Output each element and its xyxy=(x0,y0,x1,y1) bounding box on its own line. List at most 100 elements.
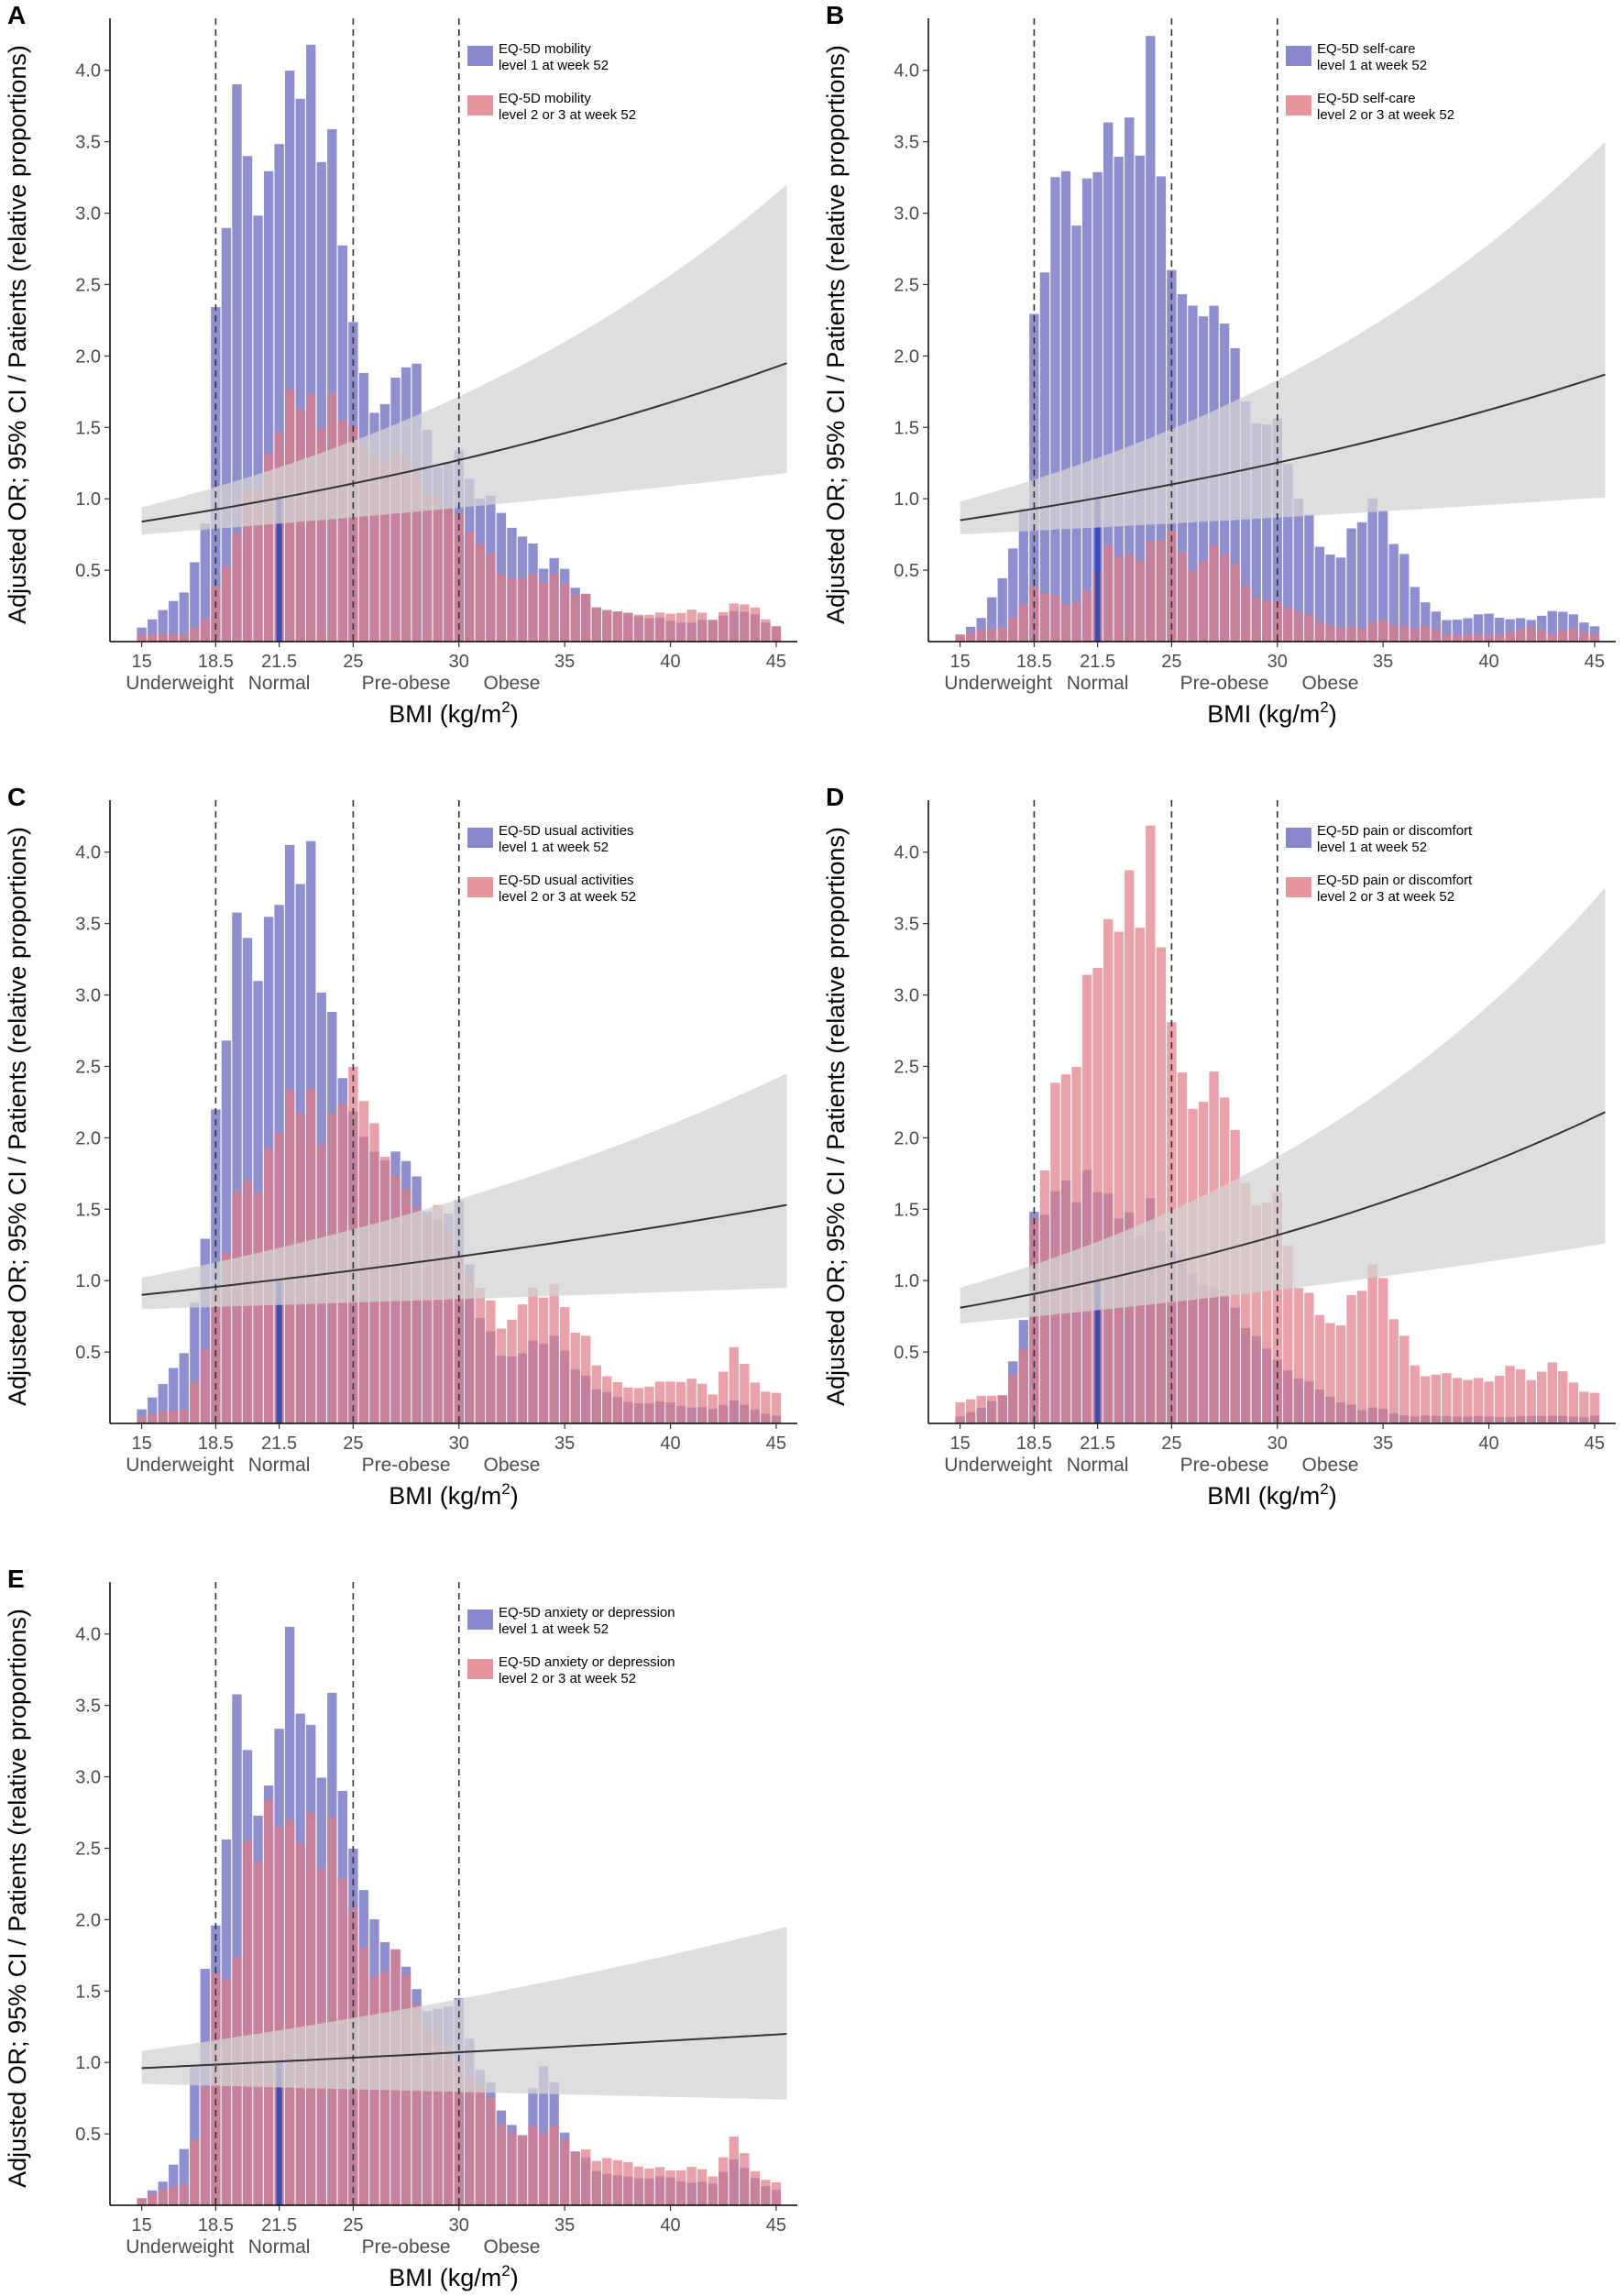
bar-level23 xyxy=(633,1388,644,1423)
bar-level23 xyxy=(390,449,401,642)
x-tick-label: 21.5 xyxy=(261,2215,297,2236)
bar-level1 xyxy=(232,1694,242,2205)
bar-level23 xyxy=(507,577,517,642)
bar-level23 xyxy=(295,1843,305,2205)
x-axis-label: BMI (kg/m2) xyxy=(389,2262,518,2291)
bmi-category-label: Normal xyxy=(248,673,311,694)
x-tick-label: 40 xyxy=(1478,1434,1498,1454)
bar-level23 xyxy=(1515,629,1526,642)
bar-level23 xyxy=(221,1979,232,2205)
legend-level1-line2: level 1 at week 52 xyxy=(1317,58,1427,73)
bar-level1 xyxy=(1240,401,1251,642)
bar-level1 xyxy=(1484,613,1494,642)
bar-level23 xyxy=(1367,621,1377,642)
bmi-category-label: Normal xyxy=(1067,1455,1129,1476)
bar-level23 xyxy=(1568,628,1579,642)
x-tick-label: 25 xyxy=(343,652,363,672)
bar-level23 xyxy=(1262,1202,1272,1423)
bar-level23 xyxy=(337,420,348,642)
bar-level23 xyxy=(1103,918,1114,1423)
bar-level23 xyxy=(987,1395,997,1423)
bar-level23 xyxy=(1314,621,1325,642)
bar-level23 xyxy=(190,1381,200,1423)
bar-level23 xyxy=(559,583,570,642)
bar-level1 xyxy=(147,619,158,642)
bar-level1 xyxy=(232,83,242,642)
bar-level23 xyxy=(1388,1319,1399,1423)
bar-level23 xyxy=(771,626,782,642)
x-axis-label-units: (kg/m xyxy=(440,2264,502,2291)
bar-level23 xyxy=(1283,1245,1293,1423)
or-curve xyxy=(141,362,787,523)
bar-level23 xyxy=(1526,1379,1536,1423)
bar-level1 xyxy=(190,2067,200,2205)
bar-level23 xyxy=(1293,611,1304,642)
bar-level23 xyxy=(1071,1066,1081,1423)
legend-swatch-level1 xyxy=(467,828,493,848)
bar-level23 xyxy=(1103,544,1114,642)
x-tick-label: 25 xyxy=(343,1434,363,1454)
bar-level1 xyxy=(169,600,179,642)
bar-level23 xyxy=(955,634,965,642)
y-tick-label: 0.5 xyxy=(894,1343,919,1363)
bar-level23 xyxy=(1452,634,1463,642)
bar-level23 xyxy=(1325,1323,1335,1423)
bar-level23 xyxy=(1579,632,1589,642)
bar-level23 xyxy=(1114,931,1124,1423)
bar-level23 xyxy=(221,566,232,642)
bar-level23 xyxy=(708,620,718,642)
bar-level23 xyxy=(486,553,496,642)
bar-level23 xyxy=(1547,633,1557,642)
bar-level23 xyxy=(1515,1368,1526,1423)
bar-level1 xyxy=(1283,463,1293,642)
bar-level23 xyxy=(729,603,739,642)
x-tick-label: 40 xyxy=(660,2215,680,2236)
bar-level1 xyxy=(1558,611,1568,642)
bar-level23 xyxy=(612,2159,623,2205)
bar-level23 xyxy=(274,1827,284,2205)
bar-level23 xyxy=(1558,1371,1568,1423)
bar-level23 xyxy=(1442,634,1452,642)
bar-level23 xyxy=(1050,595,1060,642)
bar-level1 xyxy=(306,44,316,643)
y-tick-label: 3.5 xyxy=(75,1697,101,1717)
bar-level23 xyxy=(1335,627,1346,642)
bar-level23 xyxy=(750,1382,761,1423)
bar-level23 xyxy=(444,1232,454,1423)
bar-level23 xyxy=(1135,560,1145,642)
bar-level23 xyxy=(411,2005,422,2205)
x-tick-label: 30 xyxy=(1267,652,1288,672)
bar-level23 xyxy=(602,1376,612,1423)
bar-level23 xyxy=(200,2087,211,2205)
bar-level23 xyxy=(591,1365,601,1423)
bmi-category-label: Obese xyxy=(484,673,541,694)
bar-level23 xyxy=(169,633,179,642)
y-axis-label: Adjusted OR; 95% CI / Patients (relative… xyxy=(4,827,31,1406)
bar-level23 xyxy=(1537,1371,1547,1423)
y-axis-label: Adjusted OR; 95% CI / Patients (relative… xyxy=(4,1609,31,2188)
x-tick-label: 25 xyxy=(1161,652,1181,672)
bar-level23 xyxy=(1589,633,1600,642)
bar-level23 xyxy=(570,1332,580,1423)
bar-level1 xyxy=(1463,618,1473,642)
bar-level23 xyxy=(1579,1391,1589,1423)
y-tick-label: 1.5 xyxy=(894,1200,919,1220)
y-tick-label: 1.0 xyxy=(75,2053,101,2073)
bar-level23 xyxy=(465,532,475,642)
y-tick-label: 0.5 xyxy=(75,1343,101,1363)
x-tick-label: 35 xyxy=(1373,652,1393,672)
bar-level23 xyxy=(1262,600,1272,642)
bar-level23 xyxy=(559,1307,570,1423)
bar-level23 xyxy=(1272,601,1282,642)
bar-level23 xyxy=(1177,552,1188,642)
bar-level23 xyxy=(1356,1291,1367,1423)
bar-level23 xyxy=(612,611,623,642)
bar-level23 xyxy=(740,1363,750,1423)
bar-level23 xyxy=(1081,590,1092,642)
bar-level1 xyxy=(221,1040,232,1423)
bar-level23 xyxy=(369,456,379,642)
bar-level1 xyxy=(1156,176,1167,642)
legend-swatch-level1 xyxy=(1286,46,1311,66)
bmi-category-label: Normal xyxy=(248,2236,311,2258)
